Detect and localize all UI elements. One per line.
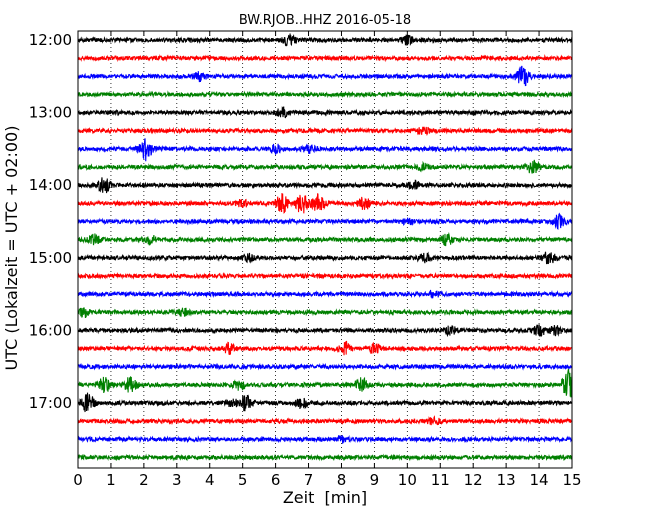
x-tick-label: 13 bbox=[497, 471, 516, 489]
x-tick-label: 4 bbox=[205, 471, 215, 489]
seismic-trace bbox=[77, 324, 573, 338]
x-tick-label: 1 bbox=[106, 471, 116, 489]
seismic-trace bbox=[77, 33, 573, 47]
seismic-trace bbox=[77, 126, 573, 137]
x-tick-label: 14 bbox=[530, 471, 549, 489]
x-axis-label: Zeit [min] bbox=[283, 488, 367, 507]
seismic-trace bbox=[77, 138, 573, 162]
y-tick-label: 14:00 bbox=[29, 176, 72, 194]
seismic-trace bbox=[77, 54, 573, 63]
seismic-trace bbox=[77, 271, 573, 281]
x-tick-label: 3 bbox=[172, 471, 182, 489]
seismic-trace bbox=[77, 231, 573, 247]
y-axis-label: UTC (Lokalzeit = UTC + 02:00) bbox=[2, 126, 21, 371]
seismic-trace bbox=[77, 289, 573, 299]
x-tick-label: 12 bbox=[464, 471, 483, 489]
seismic-trace bbox=[77, 90, 573, 99]
y-tick-label: 13:00 bbox=[29, 104, 72, 122]
seismic-trace bbox=[77, 177, 573, 194]
seismic-trace bbox=[77, 193, 573, 214]
x-tick-label: 9 bbox=[370, 471, 380, 489]
x-tick-label: 0 bbox=[73, 471, 83, 489]
seismic-trace bbox=[77, 159, 573, 174]
plot-frame bbox=[77, 30, 573, 469]
seismic-trace bbox=[77, 415, 573, 426]
seismic-trace bbox=[77, 453, 573, 462]
grid bbox=[110, 31, 540, 468]
x-tick-label: 11 bbox=[431, 471, 450, 489]
seismic-trace bbox=[77, 106, 573, 119]
y-tick-label: 12:00 bbox=[29, 31, 72, 49]
seismic-trace bbox=[77, 251, 573, 265]
x-tick-label: 6 bbox=[271, 471, 281, 489]
ticks: 0 1 2 3 4 5 6 7 8 9 10 11 12 13 14 1512:0013:0014:0015:… bbox=[29, 31, 582, 489]
x-tick-label: 10 bbox=[398, 471, 417, 489]
chart-title: BW.RJOB..HHZ 2016-05-18 bbox=[239, 13, 411, 28]
x-tick-label: 2 bbox=[139, 471, 149, 489]
x-tick-label: 7 bbox=[304, 471, 314, 489]
seismic-trace bbox=[77, 212, 573, 230]
y-tick-label: 15:00 bbox=[29, 249, 72, 267]
seismic-trace bbox=[77, 368, 573, 398]
x-tick-label: 8 bbox=[337, 471, 347, 489]
seismic-trace bbox=[77, 392, 573, 413]
seismic-trace bbox=[77, 340, 573, 356]
x-tick-label: 5 bbox=[238, 471, 248, 489]
seismic-trace bbox=[77, 434, 573, 444]
y-tick-label: 17:00 bbox=[29, 394, 72, 412]
x-tick-label: 15 bbox=[562, 471, 581, 489]
seismic-trace bbox=[77, 65, 573, 87]
traces bbox=[77, 33, 573, 462]
seismic-trace bbox=[77, 307, 573, 318]
y-tick-label: 16:00 bbox=[29, 321, 72, 339]
seismic-trace bbox=[77, 362, 573, 371]
